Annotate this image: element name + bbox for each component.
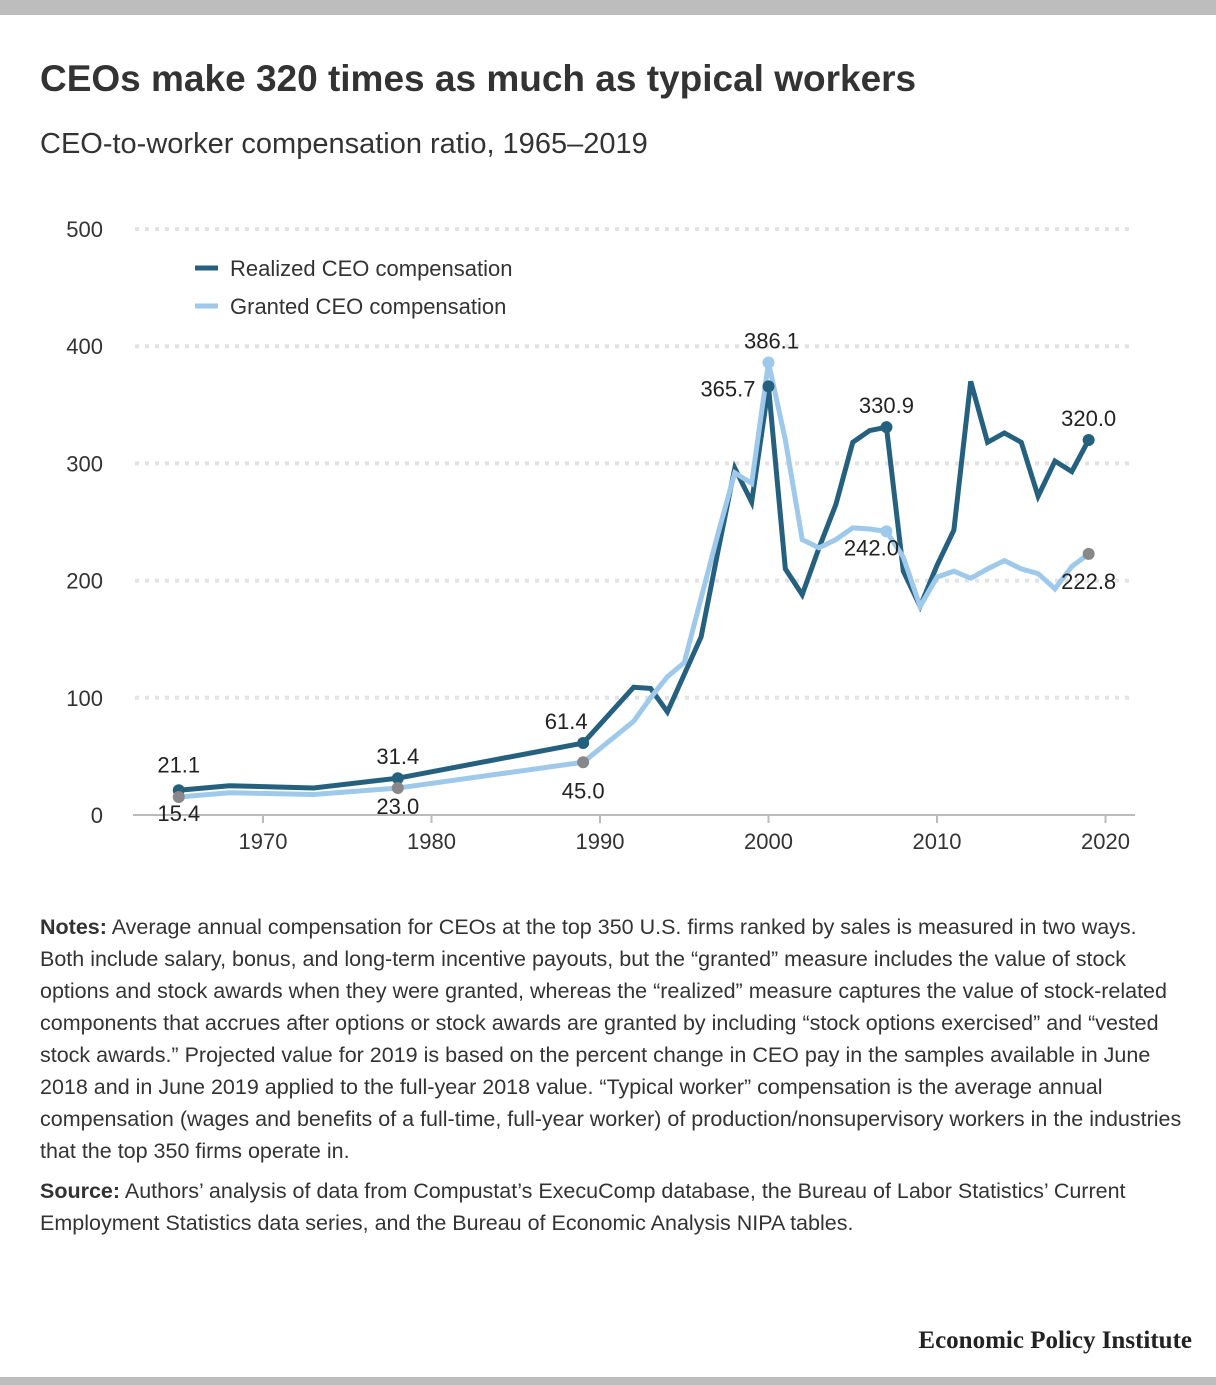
data-label: 31.4 <box>376 744 419 769</box>
source-paragraph: Source: Authors’ analysis of data from C… <box>40 1175 1185 1239</box>
source-text: Authors’ analysis of data from Compustat… <box>40 1179 1126 1235</box>
x-tick-label: 1980 <box>407 829 456 854</box>
data-point-marker <box>1082 433 1095 446</box>
legend-label: Granted CEO compensation <box>230 294 506 319</box>
source-label: Source: <box>40 1179 121 1203</box>
data-point-marker <box>762 380 775 393</box>
x-tick-label: 1990 <box>576 829 625 854</box>
y-tick-label: 500 <box>66 217 103 242</box>
data-label: 15.4 <box>157 801 200 826</box>
x-tick-label: 2010 <box>913 829 962 854</box>
data-point-marker <box>391 782 404 795</box>
data-point-marker <box>577 756 590 769</box>
data-label: 320.0 <box>1061 406 1116 431</box>
notes-section: Notes: Average annual compensation for C… <box>40 911 1185 1247</box>
top-border <box>0 0 1216 15</box>
data-label: 330.9 <box>859 393 914 418</box>
data-label: 45.0 <box>562 778 605 803</box>
legend-label: Realized CEO compensation <box>230 256 512 281</box>
chart-subtitle: CEO-to-worker compensation ratio, 1965–2… <box>40 128 648 160</box>
data-point-marker <box>762 356 775 369</box>
notes-label: Notes: <box>40 915 107 939</box>
notes-text: Average annual compensation for CEOs at … <box>40 915 1182 1163</box>
bottom-border <box>0 1377 1216 1385</box>
brand-logo: Economic Policy Institute <box>918 1327 1192 1354</box>
x-tick-label: 1970 <box>239 829 288 854</box>
y-tick-label: 100 <box>66 686 103 711</box>
y-tick-label: 400 <box>66 334 103 359</box>
y-tick-label: 300 <box>66 451 103 476</box>
data-point-marker <box>172 790 185 803</box>
chart-title: CEOs make 320 times as much as typical w… <box>40 58 917 99</box>
series-line-realized <box>178 380 1091 793</box>
data-label: 242.0 <box>844 535 899 560</box>
data-label: 386.1 <box>744 328 799 353</box>
data-label: 365.7 <box>700 376 755 401</box>
y-tick-label: 0 <box>91 803 103 828</box>
data-point-marker <box>880 525 893 538</box>
data-point-marker <box>880 421 893 434</box>
data-label: 222.8 <box>1061 569 1116 594</box>
x-tick-label: 2000 <box>744 829 793 854</box>
notes-paragraph: Notes: Average annual compensation for C… <box>40 911 1185 1167</box>
data-label: 23.0 <box>376 794 419 819</box>
data-label: 61.4 <box>545 709 588 734</box>
line-chart: 0 100 200 300 400 500 1970 1980 1990 2000 2010 2020… <box>66 217 1135 854</box>
x-tick-label: 2020 <box>1081 829 1130 854</box>
series-line-granted <box>178 361 1091 800</box>
data-point-marker <box>391 772 404 785</box>
y-tick-label: 200 <box>66 569 103 594</box>
data-point-marker <box>1082 547 1095 560</box>
data-point-marker <box>577 737 590 750</box>
data-label: 21.1 <box>157 752 200 777</box>
